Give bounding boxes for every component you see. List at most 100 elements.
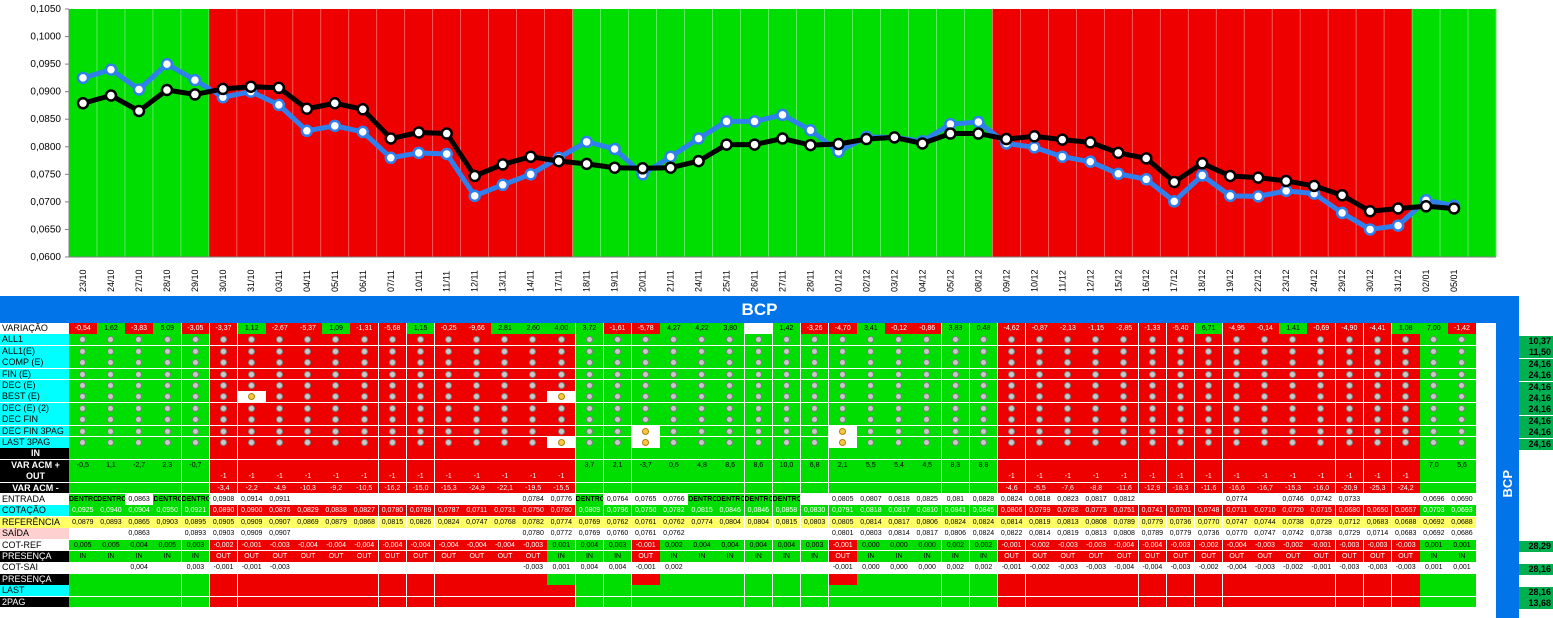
signal-cell — [266, 437, 294, 448]
series-point-1 — [1056, 133, 1069, 146]
var-acm-minus-cell — [575, 482, 604, 494]
cot-sai-cell: -0,003 — [1166, 562, 1195, 574]
signal-dot — [1401, 347, 1409, 355]
in-cell — [434, 448, 463, 460]
signal-cell — [266, 345, 294, 357]
signal-dot — [1064, 427, 1072, 435]
signal-dot — [79, 416, 87, 424]
signal-cell — [688, 345, 716, 357]
signal-dot — [332, 393, 340, 401]
twopag-cell — [631, 596, 660, 608]
series-point-1 — [524, 150, 537, 163]
signal-dot — [1120, 439, 1128, 446]
signal-cell — [1082, 334, 1110, 346]
signal-dot — [247, 393, 255, 401]
var-acm-minus-cell: -12,9 — [1138, 482, 1167, 494]
signal-cell — [266, 391, 294, 403]
cot-ref-cell: 0,003 — [181, 539, 210, 551]
signal-cell — [153, 345, 182, 357]
signal-dot — [867, 427, 875, 435]
signal-cell — [660, 425, 688, 437]
series-point-0 — [524, 168, 537, 181]
presenca2-cell — [913, 573, 942, 585]
entrada-cell: 0,0812 — [1110, 494, 1139, 505]
signal-dot — [1092, 404, 1100, 412]
band-green — [1468, 9, 1497, 257]
signal-cell — [913, 414, 942, 426]
signal-cell — [941, 414, 970, 426]
signal-dot — [670, 370, 678, 378]
signal-dot — [473, 416, 481, 424]
signal-cell — [1307, 425, 1336, 437]
band-green — [69, 9, 98, 257]
signal-dot — [923, 336, 931, 344]
signal-dot — [1373, 370, 1381, 378]
entrada-cell: 0,0696 — [1420, 494, 1448, 505]
saida-cell — [97, 528, 125, 540]
last-cell — [294, 585, 322, 597]
signal-dot — [1036, 359, 1044, 367]
side-tab[interactable] — [1496, 296, 1519, 618]
signal-dot — [613, 393, 621, 401]
signal-dot — [1036, 404, 1044, 412]
signal-cell — [885, 380, 913, 391]
presenca2-cell — [463, 573, 491, 585]
band-red — [1244, 9, 1273, 257]
saida-cell — [716, 528, 744, 540]
signal-cell — [547, 368, 576, 380]
signal-cell — [519, 391, 547, 403]
signal-dot — [641, 347, 649, 355]
signal-cell — [1110, 437, 1139, 448]
var-acm-minus-cell: -3,4 — [209, 482, 238, 494]
signal-cell — [1138, 345, 1167, 357]
var-acm-plus-cell: 5,6 — [1448, 459, 1476, 471]
saida-cell: 0,0761 — [631, 528, 660, 540]
last-cell — [266, 585, 294, 597]
signal-cell — [406, 357, 435, 369]
signal-cell — [1138, 425, 1167, 437]
signal-cell — [209, 345, 238, 357]
var-acm-minus-cell: -16,7 — [1251, 482, 1279, 494]
cotacao-cell: 0,0711 — [463, 505, 491, 517]
signal-cell — [434, 391, 463, 403]
signal-cell — [1222, 380, 1251, 391]
signal-cell — [631, 334, 660, 346]
cotacao-cell: 0,0782 — [1054, 505, 1082, 517]
signal-dot — [641, 439, 649, 446]
in-cell — [69, 448, 97, 460]
entrada-cell: 0,0823 — [1054, 494, 1082, 505]
signal-cell — [1138, 334, 1167, 346]
cot-sai-cell: -0,003 — [1391, 562, 1420, 574]
signal-dot — [1064, 359, 1072, 367]
in-cell — [322, 448, 350, 460]
series-point-1 — [1307, 179, 1321, 193]
x-tick-label: 19/12 — [1225, 269, 1235, 292]
signal-dot — [304, 382, 312, 389]
signal-cell — [1194, 357, 1223, 369]
referencia-cell: 0,0893 — [97, 516, 125, 528]
signal-dot — [613, 347, 621, 355]
in-cell — [800, 448, 829, 460]
variacao-cell: 1,09 — [322, 323, 350, 334]
in-cell — [350, 448, 379, 460]
last-cell — [1391, 585, 1420, 597]
signal-dot — [726, 359, 734, 367]
signal-dot — [247, 427, 255, 435]
referencia-cell: 0,0744 — [1251, 516, 1279, 528]
last-cell — [350, 585, 379, 597]
variacao-cell: 3,80 — [716, 323, 744, 334]
signal-cell — [1222, 368, 1251, 380]
signal-cell — [1110, 357, 1139, 369]
var-acm-minus-cell: -15,0 — [406, 482, 435, 494]
signal-cell — [463, 334, 491, 346]
signal-dot — [219, 382, 227, 389]
twopag-cell — [744, 596, 773, 608]
signal-dot — [163, 347, 171, 355]
in-cell — [1335, 448, 1364, 460]
signal-dot — [219, 370, 227, 378]
signal-cell — [491, 391, 519, 403]
signal-dot — [416, 393, 424, 401]
signal-dot — [1148, 439, 1156, 446]
entrada-cell: 0,0825 — [913, 494, 942, 505]
signal-dot — [1345, 347, 1353, 355]
